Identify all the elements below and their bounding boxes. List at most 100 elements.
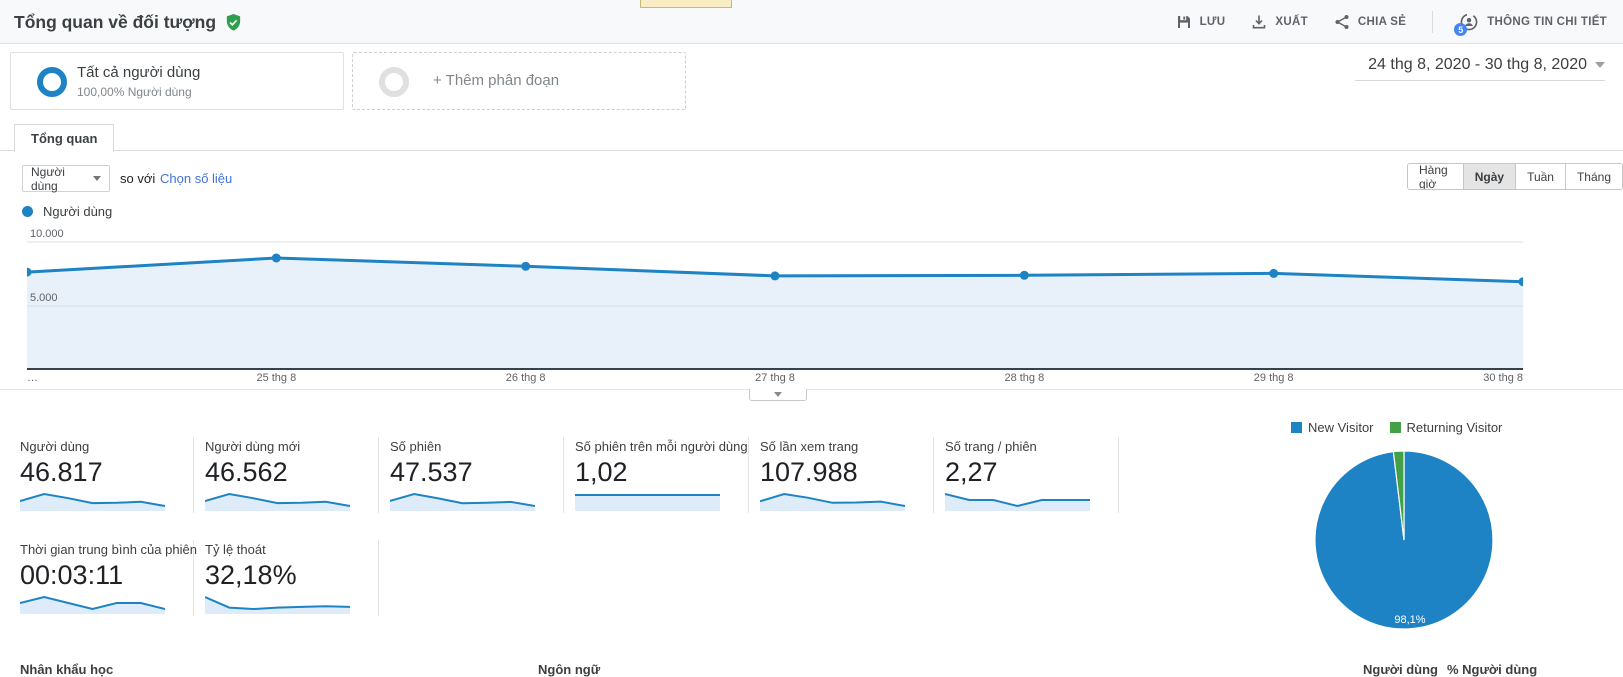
chart-collapse-handle[interactable] (749, 389, 807, 401)
tab-divider-line (0, 150, 1623, 151)
metric-label: Số phiên (390, 439, 442, 454)
x-label: … (27, 372, 38, 384)
segment-ring-icon (37, 67, 67, 97)
granularity-hourly-button[interactable]: Hàng giờ (1408, 164, 1463, 189)
header-bar: Tổng quan về đối tượng LƯU XUẤT (0, 0, 1623, 44)
x-label: 25 thg 8 (256, 372, 297, 384)
metric-sparkline (759, 491, 906, 511)
pie-legend-swatch-returning (1389, 422, 1401, 433)
metric-label: Số lần xem trang (760, 439, 859, 454)
tab-overview-label: Tổng quan (31, 131, 98, 146)
choose-metric-link[interactable]: Chọn số liệu (160, 171, 233, 186)
metric-selector-dropdown[interactable]: Người dùng (22, 164, 110, 193)
metric-label: Số phiên trên mỗi người dùng (575, 439, 748, 454)
metric-label: Số trang / phiên (945, 439, 1037, 454)
metric-card-new-users[interactable]: Người dùng mới 46.562 (204, 437, 379, 513)
add-segment-ring-icon (379, 67, 409, 97)
insights-badge: 5 (1454, 23, 1468, 36)
chevron-down-icon (1595, 62, 1605, 68)
insights-icon: 5 (1454, 12, 1479, 36)
section-demographics-label: Nhân khẩu học (20, 662, 114, 677)
metric-value: 46.562 (205, 457, 288, 487)
pie-legend: New Visitor Returning Visitor (1291, 420, 1502, 435)
pie-legend-swatch-new (1291, 422, 1302, 433)
export-button[interactable]: XUẤT (1251, 14, 1308, 30)
x-label: 30 thg 8 (1483, 372, 1523, 384)
segment-subtitle: 100,00% Người dùng (77, 85, 192, 99)
metric-card-pages-per-session[interactable]: Số trang / phiên 2,27 (944, 437, 1119, 513)
share-icon (1334, 14, 1350, 30)
svg-text:98,1%: 98,1% (1394, 614, 1425, 626)
page-title: Tổng quan về đối tượng (14, 11, 217, 32)
metric-sparkline (204, 491, 351, 511)
timeseries-legend: Người dùng (22, 204, 112, 219)
tab-overview[interactable]: Tổng quan (14, 124, 115, 152)
granularity-month-button[interactable]: Tháng (1564, 164, 1622, 189)
metric-card-users[interactable]: Người dùng 46.817 (19, 437, 194, 513)
segment-title: Tất cả người dùng (77, 64, 201, 81)
vs-label: so với (120, 171, 156, 186)
date-range-picker[interactable]: 24 thg 8, 2020 - 30 thg 8, 2020 (1355, 53, 1605, 81)
granularity-day-button[interactable]: Ngày (1462, 164, 1516, 189)
metric-label: Người dùng (20, 439, 90, 454)
metric-selector-value: Người dùng (31, 164, 65, 193)
y-tick-10000: 10.000 (30, 228, 64, 240)
y-tick-5000: 5.000 (30, 292, 58, 304)
pie-legend-label: New Visitor (1308, 420, 1374, 435)
metric-value: 32,18% (205, 560, 297, 590)
visitor-type-pie-chart[interactable]: 98,1% (1304, 440, 1504, 640)
metric-sparkline (944, 491, 1090, 511)
metric-card-pageviews[interactable]: Số lần xem trang 107.988 (759, 437, 934, 513)
granularity-button-group: Hàng giờ Ngày Tuần Tháng (1407, 163, 1623, 190)
metric-card-sessions[interactable]: Số phiên 47.537 (389, 437, 564, 513)
x-axis-labels: … 25 thg 8 26 thg 8 27 thg 8 28 thg 8 29… (27, 372, 1523, 386)
x-label: 26 thg 8 (505, 372, 546, 384)
add-segment-label: + Thêm phân đoạn (433, 72, 560, 89)
date-range-text: 24 thg 8, 2020 - 30 thg 8, 2020 (1368, 56, 1587, 73)
metric-value: 107.988 (760, 457, 858, 487)
users-column-header[interactable]: Người dùng (1363, 662, 1438, 677)
pie-slice-returning-visitor (1392, 450, 1405, 541)
metric-card-bounce-rate[interactable]: Tỷ lệ thoát 32,18% (204, 540, 379, 616)
pie-legend-new-visitor: New Visitor (1291, 420, 1374, 435)
tooltip-remnant (640, 0, 732, 8)
date-underline (1355, 80, 1605, 81)
insights-button-label: THÔNG TIN CHI TIẾT (1487, 16, 1607, 28)
pie-legend-returning-visitor: Returning Visitor (1389, 420, 1503, 435)
metric-label: Người dùng mới (205, 439, 301, 454)
users-line-chart[interactable] (22, 228, 1528, 370)
metric-value: 1,02 (575, 457, 628, 487)
share-button[interactable]: CHIA SẺ (1334, 14, 1406, 30)
metric-value: 46.817 (20, 457, 103, 487)
section-language-label: Ngôn ngữ (538, 662, 601, 677)
metric-value: 00:03:11 (20, 560, 124, 590)
metric-value: 2,27 (945, 457, 998, 487)
metric-sparkline (19, 594, 166, 614)
metric-sparkline (575, 491, 720, 511)
share-button-label: CHIA SẺ (1357, 16, 1407, 28)
chevron-down-icon (93, 176, 101, 181)
metric-card-avg-session-duration[interactable]: Thời gian trung bình của phiên 00:03:11 (19, 540, 197, 616)
metric-sparkline (389, 491, 536, 511)
metric-value: 47.537 (390, 457, 473, 487)
users-pct-column-header[interactable]: % Người dùng (1447, 662, 1538, 677)
segment-all-users-card[interactable]: Tất cả người dùng 100,00% Người dùng (10, 52, 344, 110)
granularity-week-button[interactable]: Tuần (1515, 164, 1565, 189)
export-icon (1251, 14, 1267, 30)
metric-label: Tỷ lệ thoát (205, 542, 266, 557)
header-actions: LƯU XUẤT CHIA SẺ 5 THÔNG TIN C (1176, 0, 1607, 44)
page-title-wrap: Tổng quan về đối tượng (14, 0, 243, 44)
chart-section-border (0, 389, 1623, 390)
actions-divider (1432, 11, 1434, 33)
insights-button[interactable]: 5 THÔNG TIN CHI TIẾT (1454, 12, 1607, 36)
chevron-down-icon (774, 392, 782, 397)
pie-legend-label: Returning Visitor (1406, 420, 1503, 435)
x-label: 28 thg 8 (1004, 372, 1045, 384)
save-button[interactable]: LƯU (1176, 14, 1226, 30)
export-button-label: XUẤT (1275, 16, 1308, 28)
x-label: 27 thg 8 (755, 372, 795, 384)
add-segment-card[interactable]: + Thêm phân đoạn (352, 52, 686, 110)
metric-label: Thời gian trung bình của phiên (20, 542, 197, 557)
metric-card-sessions-per-user[interactable]: Số phiên trên mỗi người dùng 1,02 (575, 437, 749, 513)
